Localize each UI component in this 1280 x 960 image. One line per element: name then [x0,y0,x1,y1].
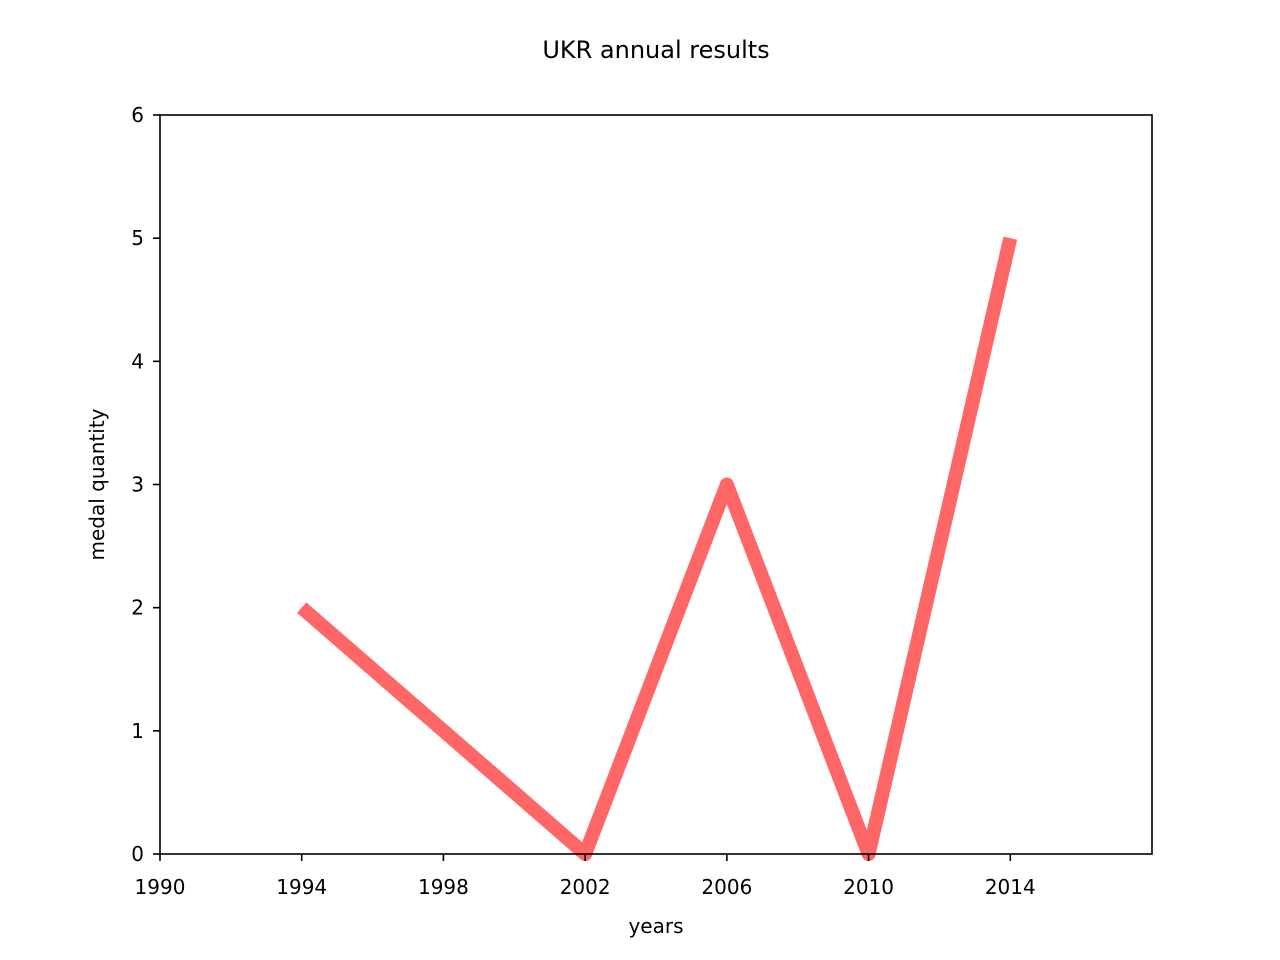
y-tick-label: 5 [131,226,144,250]
data-point [1009,237,1011,239]
x-tick-label: 2002 [560,875,611,899]
data-point [726,484,728,485]
y-axis-label: medal quantity [85,408,109,560]
plot-area [297,236,1018,861]
x-tick-label: 1994 [276,875,327,899]
data-point [301,607,303,609]
y-tick-label: 6 [131,103,144,127]
x-tick-label: 1990 [135,875,186,899]
x-tick-label: 1998 [418,875,469,899]
y-tick-label: 2 [131,596,144,620]
y-tick-label: 3 [131,473,144,497]
y-tick-label: 0 [131,842,144,866]
x-axis-ticks: 1990 1994 1998 2002 2006 2010 2014 [135,854,1036,899]
x-axis-label: years [628,914,683,938]
x-tick-label: 2006 [701,875,752,899]
y-tick-label: 4 [131,349,144,373]
x-tick-label: 2014 [985,875,1036,899]
x-tick-label: 2010 [843,875,894,899]
y-tick-label: 1 [131,719,144,743]
y-axis-ticks: 0 1 2 3 4 5 6 [131,103,160,866]
chart-title: UKR annual results [542,36,769,64]
